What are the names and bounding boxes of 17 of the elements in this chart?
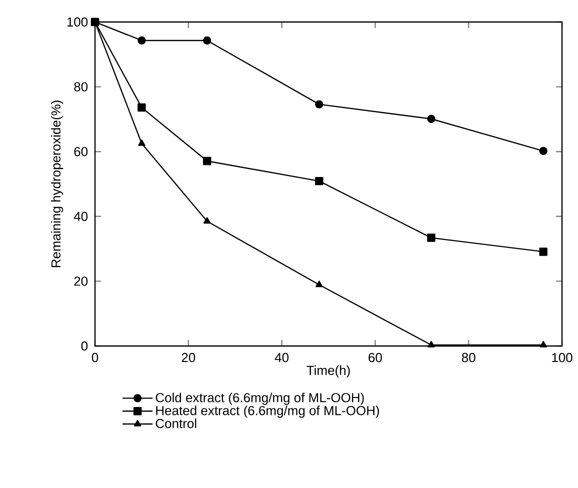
legend-label: Cold extract (6.6mg/mg of ML-OOH)	[156, 392, 364, 405]
y-tick-label: 60	[74, 146, 88, 156]
x-axis-title: Time(h)	[306, 365, 350, 378]
y-tick-label: 100	[67, 17, 88, 27]
x-tick-label: 80	[462, 352, 476, 362]
legend-label: Heated extract (6.6mg/mg of ML-OOH)	[156, 406, 380, 418]
x-tick-label: 0	[92, 352, 98, 362]
legend-label: Control	[156, 418, 196, 428]
x-tick-label: 20	[182, 352, 196, 362]
y-tick-label: 40	[74, 212, 88, 221]
x-tick-label: 40	[274, 352, 289, 362]
x-tick-label: 100	[552, 352, 572, 362]
y-axis-title: Remaining hydroperoxide(%)	[50, 100, 64, 268]
y-tick-label: 0	[81, 341, 88, 351]
y-tick-label: 80	[74, 82, 88, 92]
x-tick-label: 60	[368, 352, 382, 362]
y-tick-label: 20	[74, 276, 88, 286]
